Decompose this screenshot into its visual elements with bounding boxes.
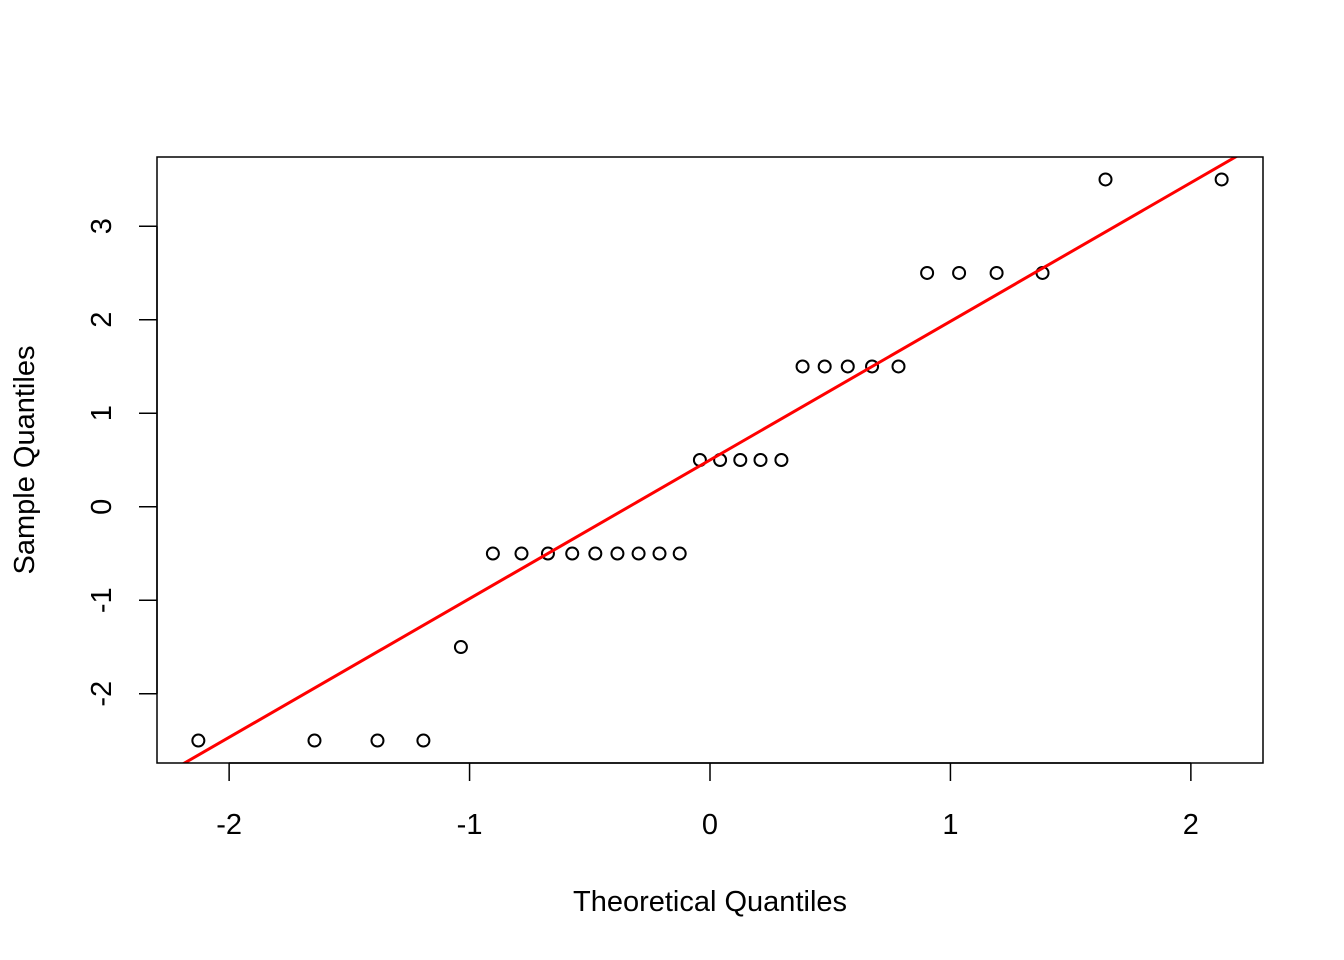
data-point [514, 546, 529, 561]
y-tick-label: 2 [86, 312, 118, 328]
reference-line [181, 157, 1239, 763]
data-point [733, 453, 748, 467]
x-axis-title: Theoretical Quantiles [573, 886, 847, 918]
data-point [840, 359, 855, 374]
data-point [952, 265, 967, 280]
y-tick-label: -2 [86, 681, 118, 707]
data-point [416, 733, 431, 748]
y-tick-label: -1 [86, 587, 118, 613]
y-tick-label: 1 [86, 405, 118, 421]
data-point [774, 453, 789, 467]
y-axis-title: Sample Quantiles [9, 346, 41, 575]
data-point [588, 546, 603, 561]
x-axis: -2 -1 0 1 2 [216, 762, 1199, 841]
data-point [370, 733, 385, 748]
data-point [865, 359, 880, 374]
data-point [485, 546, 500, 561]
data-point [989, 265, 1004, 280]
data-point [672, 546, 687, 561]
x-tick-label: 0 [702, 809, 718, 841]
data-point [652, 546, 667, 561]
x-tick-label: -1 [457, 809, 483, 841]
x-tick-label: -2 [216, 809, 242, 841]
y-tick-label: 0 [86, 499, 118, 515]
data-point [891, 359, 906, 374]
data-point [191, 733, 206, 748]
y-tick-label: 3 [86, 218, 118, 234]
data-point [540, 546, 555, 561]
data-point [307, 733, 322, 748]
data-point [920, 265, 935, 280]
data-point [631, 546, 646, 561]
data-point [453, 640, 468, 655]
y-axis: -2 -1 0 1 2 3 [86, 218, 158, 707]
data-point [565, 546, 580, 561]
x-tick-label: 2 [1183, 809, 1199, 841]
data-point [817, 359, 832, 374]
data-point [1098, 172, 1113, 187]
data-point [795, 359, 810, 374]
data-point [610, 546, 625, 561]
data-point [1214, 172, 1229, 187]
x-tick-label: 1 [942, 809, 958, 841]
data-point [753, 453, 768, 467]
plot-marks [181, 157, 1239, 763]
